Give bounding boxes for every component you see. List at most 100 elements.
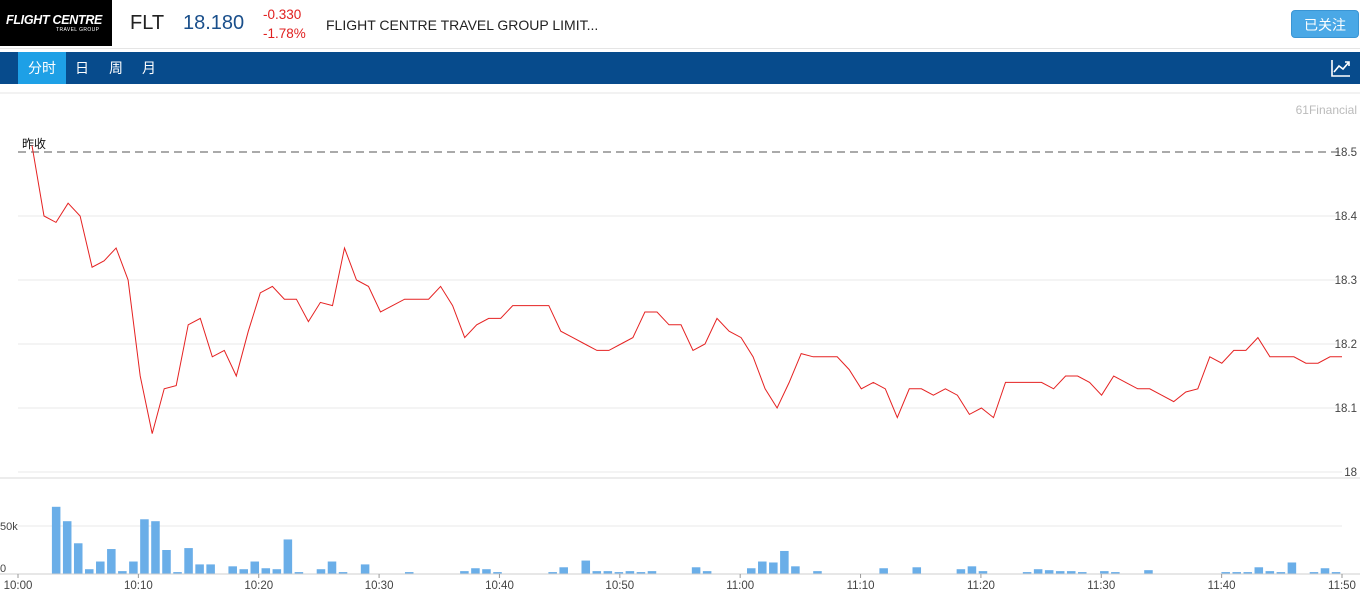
y-tick-label: 18.2 [1335, 339, 1357, 351]
volume-bar [118, 571, 127, 574]
volume-bar [460, 571, 469, 574]
logo-text: FLIGHT CENTRE [6, 13, 103, 27]
volume-bar [625, 571, 635, 574]
x-tick-label: 10:00 [4, 580, 33, 592]
volume-bar [1254, 567, 1264, 574]
volume-bar [1331, 572, 1341, 574]
volume-bar [173, 572, 182, 574]
tab-daily[interactable]: 日 [75, 60, 89, 76]
y-tick-label: 18.5 [1335, 147, 1357, 159]
volume-bar [978, 571, 988, 574]
y-tick-label: 18.4 [1335, 211, 1358, 223]
volume-bar [581, 560, 591, 574]
volume-tick-label: 50k [0, 521, 18, 533]
volume-bar [62, 521, 72, 574]
volume-bar [879, 568, 888, 574]
volume-bar [1232, 572, 1241, 574]
tab-weekly[interactable]: 周 [109, 60, 123, 76]
volume-bar [195, 564, 204, 574]
volume-bar [73, 543, 83, 574]
volume-bar [96, 561, 105, 574]
volume-bar [162, 550, 171, 574]
volume-bar [780, 550, 789, 574]
volume-bar [1276, 572, 1286, 574]
volume-bar [967, 566, 977, 574]
volume-bar [702, 571, 712, 574]
watermark: 61Financial [1296, 103, 1357, 117]
volume-bar [636, 572, 646, 574]
volume-bar [250, 561, 260, 574]
volume-bar [471, 568, 480, 574]
price-change-percent: -1.78% [263, 26, 306, 41]
volume-bar [261, 568, 271, 574]
volume-bar [647, 571, 657, 574]
company-logo: FLIGHT CENTRE TRAVEL GROUP [0, 0, 112, 46]
volume-bar [813, 571, 822, 574]
quote-header: FLIGHT CENTRE TRAVEL GROUP FLT 18.180 -0… [0, 0, 1360, 49]
period-tab-bar: 分时 日 周 月 [0, 52, 1360, 84]
logo-subtext: TRAVEL GROUP [56, 27, 100, 33]
volume-bar [1078, 572, 1087, 574]
volume-bar [1111, 572, 1120, 574]
volume-bar [1320, 568, 1330, 574]
ticker-symbol: FLT [130, 12, 165, 34]
y-tick-label: 18.1 [1335, 403, 1357, 415]
volume-bar [404, 572, 414, 574]
volume-bar [283, 539, 293, 574]
volume-bar [548, 572, 557, 574]
volume-bar [1066, 571, 1076, 574]
volume-bar [1044, 570, 1054, 574]
volume-bar [1144, 570, 1153, 574]
x-tick-label: 10:30 [365, 580, 394, 592]
x-tick-label: 11:10 [847, 580, 875, 592]
x-tick-label: 11:30 [1087, 580, 1115, 592]
intraday-chart: 61Financial 18 18.1 18.2 18.3 18.4 18.5 昨收 50k 0 1… [0, 92, 1360, 592]
follow-button[interactable]: 已关注 [1291, 10, 1359, 38]
line-chart-icon [1331, 60, 1350, 77]
volume-bar [493, 572, 502, 574]
volume-bar [1055, 571, 1065, 574]
x-tick-label: 10:10 [124, 580, 153, 592]
volume-bar [140, 519, 149, 574]
volume-bar [85, 569, 94, 574]
volume-bar [791, 566, 800, 574]
volume-bar [107, 549, 116, 574]
volume-bar [51, 506, 61, 574]
volume-bar [228, 566, 237, 574]
y-tick-label: 18 [1344, 467, 1357, 479]
volume-bar [1287, 562, 1297, 574]
x-tick-label: 10:50 [605, 580, 634, 592]
volume-bar [747, 568, 756, 574]
volume-bar [1265, 571, 1275, 574]
x-tick-label: 11:20 [967, 580, 995, 592]
volume-bar [559, 567, 568, 574]
company-name: FLIGHT CENTRE TRAVEL GROUP LIMIT... [326, 17, 599, 33]
volume-bar [272, 569, 282, 574]
volume-bar [151, 521, 160, 574]
volume-bar [758, 561, 767, 574]
volume-bar [769, 562, 778, 574]
volume-bar [956, 569, 966, 574]
volume-bar [1022, 572, 1032, 574]
volume-tick-label: 0 [0, 563, 6, 575]
price-change: -0.330 [263, 7, 302, 22]
volume-bar [294, 572, 304, 574]
volume-bar [184, 548, 193, 574]
volume-bar [1309, 572, 1319, 574]
x-tick-label: 10:40 [485, 580, 514, 592]
volume-bar [691, 567, 701, 574]
volume-bar [1243, 572, 1253, 574]
tab-monthly[interactable]: 月 [142, 60, 156, 76]
volume-bar [603, 571, 613, 574]
volume-bar [482, 569, 491, 574]
volume-bar [327, 561, 337, 574]
x-tick-label: 11:50 [1328, 580, 1356, 592]
volume-bar [1221, 572, 1230, 574]
price-line [31, 145, 1342, 434]
chart-type-toggle[interactable] [1322, 52, 1360, 84]
tab-intraday[interactable]: 分时 [18, 52, 66, 84]
volume-bar [912, 567, 922, 574]
y-tick-label: 18.3 [1335, 275, 1357, 287]
volume-bar [129, 561, 138, 574]
volume-bar [1100, 571, 1109, 574]
